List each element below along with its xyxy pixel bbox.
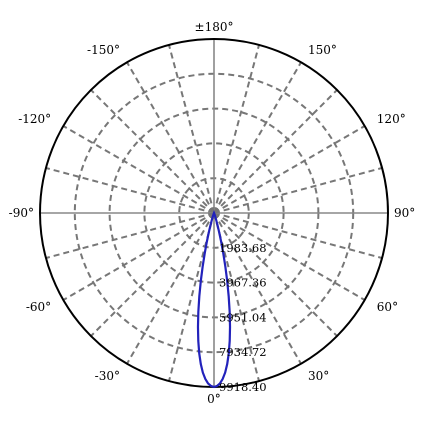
angle-label: -90°: [9, 206, 34, 220]
grid-spoke: [213, 125, 366, 214]
grid-spoke: [62, 125, 215, 214]
angle-label: -150°: [87, 43, 120, 57]
grid-spoke: [213, 212, 366, 301]
angle-label: 120°: [377, 112, 406, 126]
grid-spoke: [168, 44, 215, 214]
polar-grid: [40, 39, 388, 387]
grid-spoke: [213, 167, 383, 214]
grid-spoke: [90, 212, 215, 337]
grid-spoke: [213, 212, 338, 337]
angle-label: 30°: [308, 369, 329, 383]
grid-spoke: [126, 61, 215, 214]
angle-label: 150°: [308, 43, 337, 57]
grid-spoke: [126, 212, 215, 365]
grid-spoke: [90, 89, 215, 214]
angle-labels: ±180° 150° 120° 90° 60° 30° 0° -30° -60° -90° -120…: [9, 20, 416, 406]
grid-spoke: [213, 61, 302, 214]
radial-tick-label: 7934.72: [219, 345, 267, 359]
angle-label: -120°: [18, 112, 51, 126]
radial-tick-label: 9918.40: [219, 380, 267, 394]
grid-spoke: [213, 44, 260, 214]
series-line: [196, 210, 232, 389]
angle-label: 90°: [394, 206, 415, 220]
angle-label: 60°: [377, 300, 398, 314]
radial-tick-label: 5951.04: [219, 310, 267, 324]
series-layer: [196, 210, 232, 389]
angle-label: -30°: [95, 369, 120, 383]
grid-spoke: [213, 89, 338, 214]
grid-spoke: [45, 212, 215, 259]
grid-spoke: [45, 167, 215, 214]
grid-spoke: [62, 212, 215, 301]
radial-tick-label: 1983.68: [219, 241, 267, 255]
angle-label: ±180°: [195, 20, 234, 34]
grid-spoke: [213, 212, 302, 365]
grid-spoke: [213, 212, 260, 382]
radial-tick-labels: 1983.68 3967.36 5951.04 7934.72 9918.40: [219, 241, 267, 394]
grid-spoke: [168, 212, 215, 382]
grid-spoke: [213, 212, 383, 259]
angle-label: 0°: [207, 392, 221, 406]
angle-label: -60°: [26, 300, 51, 314]
radial-tick-label: 3967.36: [219, 276, 267, 290]
